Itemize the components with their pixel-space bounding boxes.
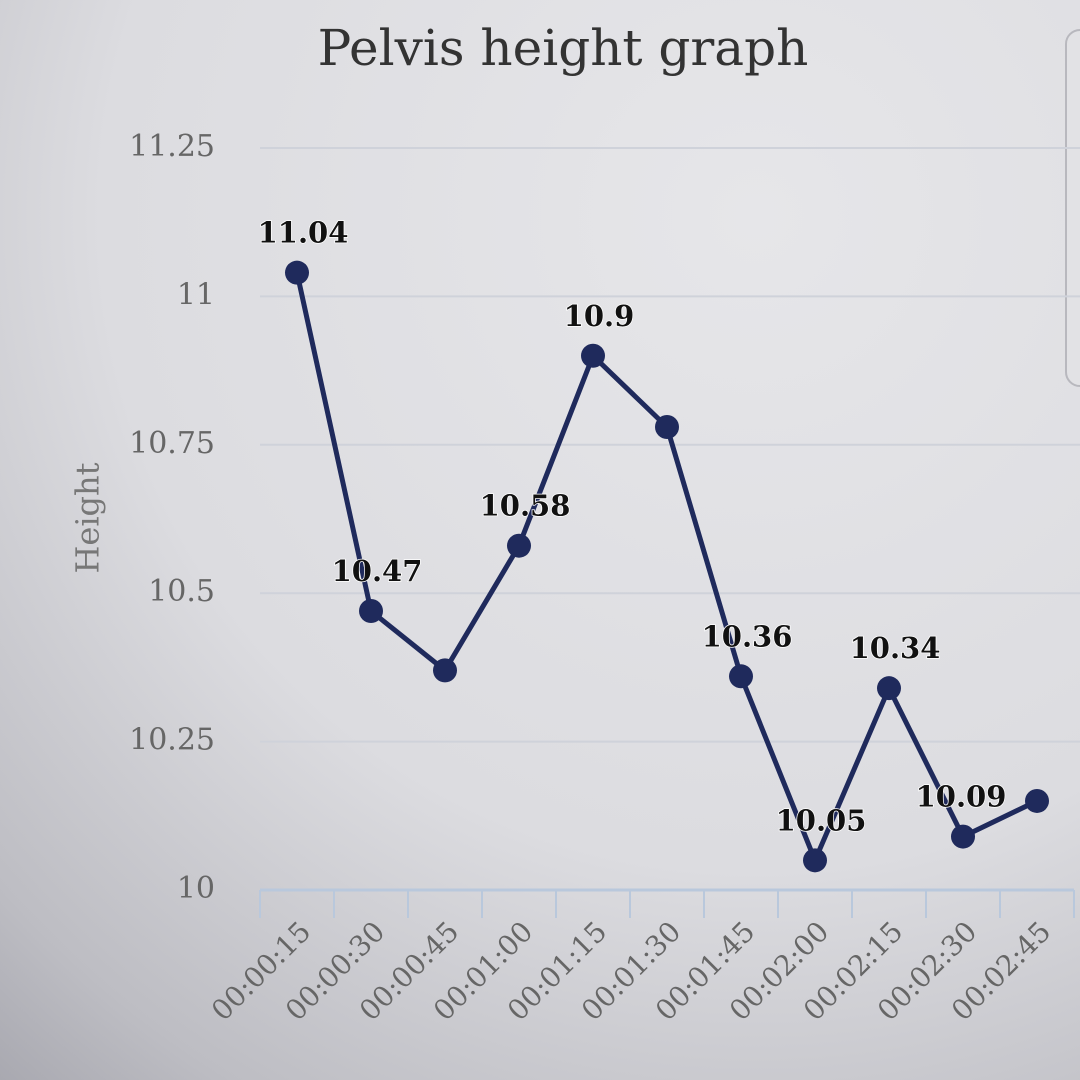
- data-point: [1025, 788, 1049, 813]
- data-point: [359, 599, 383, 624]
- data-label: 10.9: [564, 299, 635, 333]
- data-label: 10.34: [850, 631, 941, 665]
- side-panel: [1065, 29, 1080, 387]
- data-point: [655, 414, 679, 439]
- y-tick-label: 10.25: [129, 723, 215, 758]
- data-point: [729, 664, 753, 689]
- data-point: [507, 533, 531, 558]
- y-tick-label: 10.5: [148, 574, 215, 609]
- data-label: 10.47: [332, 554, 423, 588]
- y-tick-label: 11.25: [129, 129, 215, 164]
- y-tick-label: 10.75: [129, 426, 215, 461]
- y-tick-label: 11: [177, 277, 215, 312]
- chart-title: Pelvis height graph: [318, 19, 809, 77]
- data-point: [433, 658, 457, 683]
- y-tick-label: 10: [177, 871, 215, 906]
- data-label: 11.04: [258, 216, 349, 250]
- data-point: [803, 848, 827, 873]
- data-label: 10.58: [480, 489, 571, 523]
- data-point: [877, 676, 901, 701]
- data-label: 10.05: [776, 803, 867, 837]
- data-point: [285, 260, 309, 285]
- data-label: 10.09: [916, 780, 1007, 814]
- data-point: [581, 343, 605, 368]
- y-axis-label: Height: [69, 462, 107, 573]
- data-point: [951, 824, 975, 849]
- data-label: 10.36: [702, 619, 793, 653]
